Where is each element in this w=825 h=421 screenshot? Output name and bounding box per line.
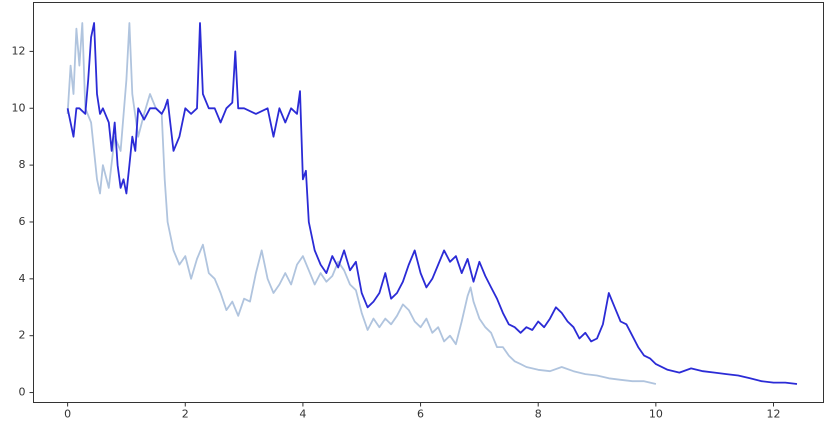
x-tick-label: 12 [767, 408, 781, 421]
line-series [66, 22, 657, 385]
x-tick-label: 8 [535, 408, 542, 421]
x-tick-label: 0 [64, 408, 71, 421]
x-tick-label: 2 [182, 408, 189, 421]
y-tick-label: 0 [19, 386, 26, 399]
x-tick-label: 4 [299, 408, 306, 421]
axes-frame [33, 2, 824, 403]
x-tick-label: 6 [417, 408, 424, 421]
y-tick-label: 4 [19, 272, 26, 285]
y-tick-label: 2 [19, 329, 26, 342]
y-tick-label: 6 [19, 215, 26, 228]
x-tick-label: 10 [649, 408, 663, 421]
y-tick-label: 10 [12, 101, 26, 114]
line-series [66, 22, 798, 385]
y-tick-label: 8 [19, 158, 26, 171]
y-tick-label: 12 [12, 44, 26, 57]
